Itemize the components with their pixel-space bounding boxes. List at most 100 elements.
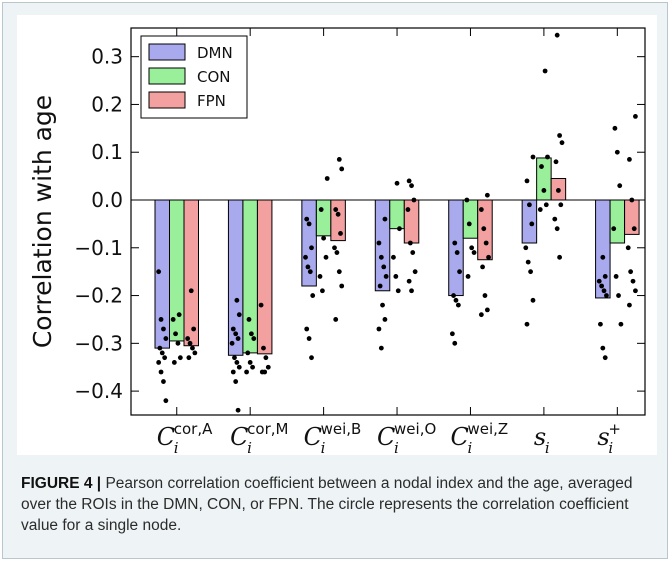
node-point xyxy=(631,226,637,232)
node-point xyxy=(265,364,271,370)
node-point xyxy=(627,302,632,308)
node-point xyxy=(529,221,535,227)
node-point xyxy=(614,149,620,155)
x-tick-label-sup: + xyxy=(608,420,621,438)
y-tick-label: −0.2 xyxy=(74,284,123,308)
node-point xyxy=(539,164,544,169)
node-point xyxy=(600,254,606,260)
node-point xyxy=(541,188,547,193)
node-point xyxy=(377,283,383,289)
node-point xyxy=(600,345,606,351)
node-point xyxy=(175,340,181,346)
y-tick-label: 0.0 xyxy=(91,188,123,212)
node-point xyxy=(306,336,312,341)
node-point xyxy=(250,364,255,370)
node-point xyxy=(383,274,389,279)
node-point xyxy=(543,202,549,208)
node-point xyxy=(469,245,475,251)
node-point xyxy=(410,250,416,255)
node-point xyxy=(324,176,330,181)
node-point xyxy=(246,317,252,322)
node-point xyxy=(333,207,339,212)
node-point xyxy=(464,197,470,203)
node-point xyxy=(262,369,268,375)
node-point xyxy=(336,156,342,162)
x-tick-label-base: C xyxy=(230,423,248,451)
node-point xyxy=(229,340,235,346)
node-point xyxy=(186,355,192,361)
node-point xyxy=(449,331,455,337)
figure-caption: FIGURE 4 | Pearson correlation coefficie… xyxy=(21,473,657,536)
node-point xyxy=(613,274,619,279)
node-point xyxy=(336,269,342,275)
caption-text: Pearson correlation coefficient between … xyxy=(21,475,633,534)
caption-label: FIGURE 4 | xyxy=(21,475,102,492)
x-tick-label-sub: i xyxy=(394,439,399,455)
node-point xyxy=(482,293,488,298)
node-point xyxy=(452,340,458,346)
node-point xyxy=(247,360,253,365)
x-tick-label-base: C xyxy=(157,423,175,451)
bar-con xyxy=(462,199,479,239)
node-point xyxy=(633,288,638,294)
x-tick-label-sub: i xyxy=(467,439,472,455)
node-point xyxy=(486,254,491,260)
node-point xyxy=(188,288,194,294)
node-point xyxy=(304,216,310,222)
node-point xyxy=(466,221,472,227)
node-point xyxy=(378,345,384,351)
bar-con xyxy=(536,157,552,201)
node-point xyxy=(191,326,197,332)
node-point xyxy=(483,240,489,246)
x-tick-label-sup: wei,O xyxy=(394,420,436,438)
node-point xyxy=(173,331,178,337)
node-point xyxy=(236,364,242,370)
node-point xyxy=(230,369,236,375)
node-point xyxy=(617,183,623,189)
y-tick-label: −0.4 xyxy=(74,379,123,403)
legend-label-con: CON xyxy=(197,68,231,86)
node-point xyxy=(409,288,414,294)
node-point xyxy=(245,350,251,356)
x-tick-label-base: C xyxy=(377,423,395,451)
node-point xyxy=(310,293,316,298)
node-point xyxy=(602,355,608,361)
node-point xyxy=(557,254,562,260)
node-point xyxy=(557,133,562,138)
node-point xyxy=(163,336,169,341)
node-point xyxy=(321,235,327,241)
node-point xyxy=(236,312,242,318)
node-point xyxy=(616,293,621,298)
node-point xyxy=(480,264,485,270)
node-point xyxy=(162,355,168,361)
bar-chart: Correlation with age −0.4 −0.3 −0.2 −0.1 0.0 0… xyxy=(28,27,646,455)
bar-fpn xyxy=(256,199,273,355)
node-point xyxy=(629,197,635,203)
node-point xyxy=(157,345,163,351)
node-point xyxy=(303,254,308,260)
node-point xyxy=(630,278,636,284)
bar-fpn xyxy=(624,199,640,235)
node-point xyxy=(335,211,341,217)
node-point xyxy=(263,355,269,361)
node-point xyxy=(394,180,400,186)
node-point xyxy=(230,326,236,332)
node-point xyxy=(523,245,529,251)
node-point xyxy=(555,188,561,193)
x-tick-label-base: s xyxy=(597,423,609,451)
bar-dmn xyxy=(448,199,464,297)
node-point xyxy=(338,231,343,236)
node-point xyxy=(170,317,176,322)
node-point xyxy=(412,269,418,275)
bar-fpn xyxy=(330,199,346,242)
y-axis-label: Correlation with age xyxy=(28,95,57,348)
node-point xyxy=(171,360,177,365)
legend-label-fpn: FPN xyxy=(197,92,226,110)
x-tick-label-sup: cor,A xyxy=(174,420,213,438)
node-point xyxy=(233,379,239,384)
node-point xyxy=(248,331,254,337)
node-point xyxy=(332,245,337,251)
node-point xyxy=(382,216,388,222)
y-tick-label: −0.3 xyxy=(74,331,123,355)
legend-swatch-con xyxy=(148,67,186,85)
